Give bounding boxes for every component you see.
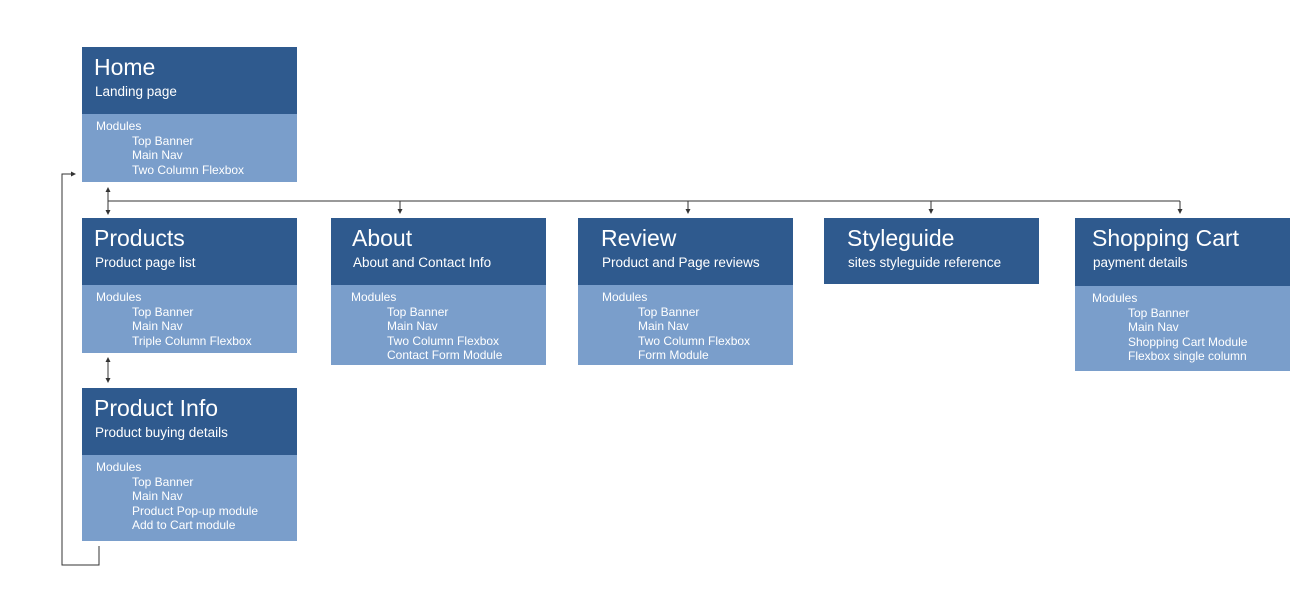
module-item: Add to Cart module [132, 518, 236, 532]
node-modules: Modules Top Banner Main Nav Product Pop-… [82, 455, 297, 541]
module-item: Main Nav [132, 148, 183, 162]
module-item: Main Nav [638, 319, 689, 333]
module-item: Main Nav [132, 489, 183, 503]
node-header: About About and Contact Info [331, 218, 546, 285]
node-header: Product Info Product buying details [82, 388, 297, 455]
modules-label: Modules [96, 290, 142, 304]
node-home: Home Landing page Modules Top Banner Mai… [82, 47, 297, 182]
node-title: Styleguide [847, 225, 955, 251]
module-item: Flexbox single column [1128, 349, 1247, 363]
module-item: Product Pop-up module [132, 503, 259, 518]
arrowhead [71, 171, 76, 177]
modules-label: Modules [602, 290, 648, 304]
modules-label: Modules [96, 460, 142, 474]
node-title: Product Info [94, 395, 219, 421]
node-header: Review Product and Page reviews [578, 218, 793, 285]
node-header: Shopping Cart payment details [1075, 218, 1290, 286]
node-products: Products Product page list Modules Top B… [82, 218, 297, 353]
arrowhead [105, 187, 111, 192]
node-shopping-cart: Shopping Cart payment details Modules To… [1075, 218, 1290, 371]
arrowhead [397, 209, 403, 214]
node-modules: Modules Top Banner Main Nav Triple Colum… [82, 285, 297, 353]
module-item: Form Module [638, 348, 709, 362]
modules-label: Modules [351, 290, 397, 304]
connector-product-info-home-loop [61, 173, 100, 566]
node-header: Home Landing page [82, 47, 297, 114]
node-modules: Modules Top Banner Main Nav Two Column F… [331, 285, 546, 365]
node-product-info: Product Info Product buying details Modu… [82, 388, 297, 541]
module-item: Triple Column Flexbox [132, 333, 252, 348]
node-subtitle: sites styleguide reference [848, 255, 1002, 270]
module-item: Top Banner [132, 133, 194, 148]
node-subtitle: Product buying details [95, 425, 228, 440]
module-item: Shopping Cart Module [1128, 334, 1248, 349]
module-item: Two Column Flexbox [387, 333, 500, 348]
node-modules: Modules Top Banner Main Nav Two Column F… [82, 114, 297, 182]
module-item: Two Column Flexbox [132, 162, 245, 177]
arrowhead [928, 209, 934, 214]
node-subtitle: Product and Page reviews [602, 255, 760, 270]
node-subtitle: Landing page [95, 84, 177, 99]
module-item: Top Banner [638, 304, 700, 319]
module-item: Top Banner [387, 304, 449, 319]
node-modules: Modules Top Banner Main Nav Two Column F… [578, 285, 793, 365]
module-item: Top Banner [132, 474, 194, 489]
node-subtitle: Product page list [95, 255, 196, 270]
node-subtitle: payment details [1093, 255, 1188, 270]
arrowhead [685, 209, 691, 214]
module-item: Top Banner [1128, 305, 1190, 320]
module-item: Contact Form Module [387, 348, 503, 362]
node-header: Styleguide sites styleguide reference [824, 218, 1039, 284]
arrowhead [105, 378, 111, 383]
node-title: Products [94, 225, 185, 251]
node-title: Home [94, 54, 156, 80]
node-title: Review [601, 225, 677, 251]
arrowhead [105, 357, 111, 362]
modules-label: Modules [1092, 291, 1138, 305]
arrowhead [1177, 209, 1183, 214]
module-item: Two Column Flexbox [638, 333, 751, 348]
module-item: Main Nav [132, 319, 183, 333]
node-styleguide: Styleguide sites styleguide reference [824, 218, 1039, 284]
node-review: Review Product and Page reviews Modules … [578, 218, 793, 365]
module-item: Top Banner [132, 304, 194, 319]
node-modules: Modules Top Banner Main Nav Shopping Car… [1075, 286, 1290, 371]
module-item: Main Nav [1128, 320, 1179, 334]
node-header: Products Product page list [82, 218, 297, 285]
node-title: Shopping Cart [1092, 225, 1240, 251]
node-subtitle: About and Contact Info [353, 255, 492, 270]
node-title: About [352, 225, 413, 251]
arrowhead [105, 210, 111, 215]
node-about: About About and Contact Info Modules Top… [331, 218, 546, 365]
modules-label: Modules [96, 119, 142, 133]
module-item: Main Nav [387, 319, 438, 333]
